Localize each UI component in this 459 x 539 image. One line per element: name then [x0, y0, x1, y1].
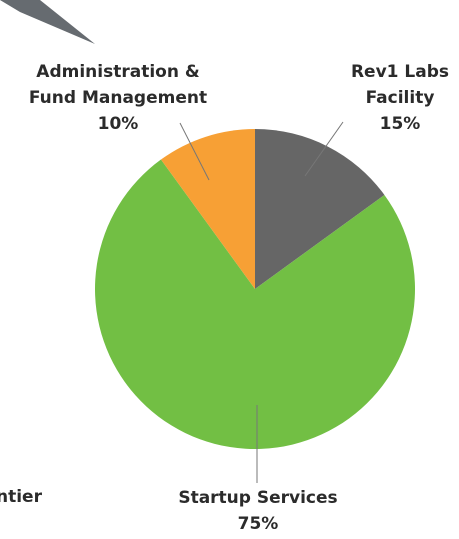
value-label: 10% — [97, 114, 139, 134]
slice-label: Administration & Fund Management 10% — [13, 59, 223, 137]
value-label: 15% — [379, 114, 421, 134]
annotation: ntier — [0, 487, 42, 507]
leader-line — [179, 122, 210, 181]
category-label: Administration & Fund Management — [28, 62, 208, 108]
slice-label: Startup Services 75% — [128, 485, 388, 537]
value-label: 75% — [237, 514, 279, 534]
decoration-arrow — [0, 0, 95, 44]
pie-slice — [95, 159, 415, 450]
slice-label: Rev1 Labs Facility 15% — [345, 59, 455, 137]
pie-slice — [255, 129, 385, 289]
category-label: Rev1 Labs Facility — [350, 62, 450, 108]
category-label: Startup Services — [178, 488, 338, 508]
leader-line — [304, 121, 344, 177]
pie-slice — [160, 129, 255, 289]
